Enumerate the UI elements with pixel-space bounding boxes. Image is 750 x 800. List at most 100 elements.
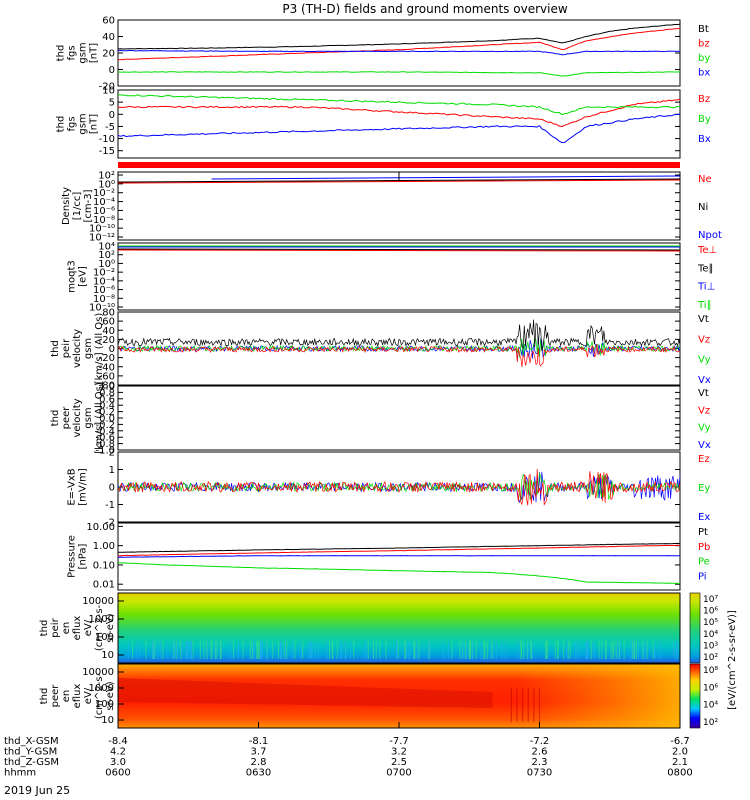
y-tick-label: -40	[99, 362, 115, 373]
legend-item: Ne	[698, 174, 712, 185]
y-tick-label: 10000	[82, 596, 114, 607]
x-axis-value: 0730	[527, 768, 552, 779]
y-tick-label: 10⁻⁸	[93, 215, 115, 226]
y-tick-label: -20	[99, 353, 115, 364]
legend-Pb: Pb	[698, 542, 710, 553]
y-tick-label: 0.4	[99, 401, 115, 412]
electron-colorbar	[689, 663, 701, 729]
separator-band	[118, 162, 680, 168]
y-axis-label: velocity	[72, 398, 83, 437]
y-tick-label: 0.10	[93, 560, 115, 571]
x-axis-value: 2.5	[391, 757, 407, 768]
legend-Pi: Pi	[698, 571, 707, 582]
y-axis-label: [km/s] (All Qs)	[94, 313, 105, 385]
legend-item: Ez	[698, 454, 710, 465]
legend-item: Ni	[698, 202, 708, 213]
x-axis-value: 0600	[105, 768, 130, 779]
y-axis-label: eV/	[83, 619, 94, 636]
legend-item: Vx	[698, 440, 711, 451]
y-axis-label: sr-eV)	[105, 613, 116, 642]
y-tick-label: 40	[102, 32, 115, 43]
legend-item: Ex	[698, 512, 710, 523]
y-tick-label: 0	[109, 110, 115, 121]
panel-efield: E=-VxB [mV/m] 2 1 0 -1 -2 Ez Ey Ex	[67, 448, 711, 529]
series-line-By	[117, 94, 681, 116]
legend-item: Vz	[698, 405, 710, 416]
x-axis-value: -7.7	[389, 736, 409, 747]
y-axis-label: [mV/m]	[78, 468, 89, 506]
legend-item: Vy	[698, 355, 711, 366]
y-tick-label: 40	[102, 326, 115, 337]
efield-trace-red	[117, 468, 681, 506]
series-line-Bx	[117, 113, 681, 144]
colorbar-tick-label: 10⁴	[703, 630, 718, 640]
panel-ispec: thd peir en eflux eV/(cm^2-s-sr-eV) 10000 1000…	[39, 592, 718, 664]
legend-item: Npot	[698, 230, 722, 241]
y-tick-label: 10⁻²	[93, 268, 115, 279]
y-tick-label: 10	[101, 715, 114, 726]
y-tick-label: 5	[109, 98, 115, 109]
panel-frame	[117, 242, 681, 311]
colorbar-tick-label: 10³	[703, 641, 718, 651]
y-tick-label: 10⁰	[98, 259, 115, 270]
y-tick-label: 10.00	[86, 522, 115, 533]
y-tick-label: -0.4	[95, 426, 115, 437]
x-axis-value: -6.7	[670, 736, 690, 747]
legend-item: Vt	[698, 314, 709, 325]
y-axis-label: [nT]	[89, 114, 100, 134]
x-axis-value: 2.8	[251, 757, 267, 768]
legend-item: Vz	[698, 334, 710, 345]
legend-by: by	[698, 53, 710, 64]
legend-item: Te⊥	[697, 245, 717, 256]
legend-Bz: Bz	[698, 94, 710, 105]
y-axis-label: thd	[50, 410, 61, 427]
y-tick-label: 80	[102, 308, 115, 319]
y-tick-label: 10⁻¹²	[89, 233, 115, 244]
y-axis-label: eflux	[72, 684, 83, 709]
y-tick-label: -0.2	[95, 420, 115, 431]
y-axis-label: thd	[56, 45, 67, 62]
figure-title: P3 (TH-D) fields and ground moments over…	[282, 2, 567, 16]
y-axis-label: peer	[61, 406, 72, 430]
y-tick-label: 1000	[89, 683, 114, 694]
x-axis-row-label: thd_Z-GSM	[4, 757, 59, 768]
spectrogram-shade	[516, 664, 680, 728]
y-tick-label: 100	[95, 632, 114, 643]
series-line-Pi	[117, 555, 680, 558]
panel-ivel: thd peir velocity gsm [km/s] (All Qs)8060402…	[50, 308, 711, 392]
y-axis-label: [nPa]	[78, 543, 89, 569]
y-axis-label: peer	[50, 684, 61, 708]
legend-item: Ti⊥	[697, 282, 715, 293]
y-axis-label: Pressure	[67, 535, 78, 578]
x-axis-annotation: thd_X-GSM -8.4 -8.1 -7.7 -7.2 -6.7 thd_Y-GSM 4.…	[4, 610, 738, 778]
y-axis-label: gsm	[83, 338, 94, 359]
y-axis-label: en	[61, 690, 72, 703]
y-tick-label: 2	[109, 448, 115, 459]
ion-colorbar	[689, 592, 701, 664]
y-axis-label: thd	[39, 620, 50, 637]
spectrogram-fill	[118, 593, 680, 663]
y-tick-label: 10⁻⁶	[93, 285, 115, 296]
panel-frame	[117, 19, 681, 87]
y-axis-label: peir	[61, 338, 72, 358]
efield-trace-green	[117, 472, 681, 502]
y-axis-label: thd	[56, 116, 67, 133]
legend-item: Ti∥	[697, 300, 712, 311]
y-axis-label: [km/s] (All Qs)	[94, 382, 105, 454]
density-trace-red	[117, 179, 681, 184]
date-label: 2019 Jun 25	[4, 784, 70, 797]
y-axis-label: thd	[39, 688, 50, 705]
y-axis-label: sr-eV)	[105, 681, 116, 710]
y-tick-label: -15	[99, 146, 115, 157]
series-line-Pe	[117, 562, 681, 584]
x-axis-value: -7.2	[530, 736, 550, 747]
velocity-trace-red	[117, 343, 681, 368]
y-tick-label: -20	[99, 82, 115, 93]
legend-item: Vx	[698, 375, 711, 386]
y-tick-label: -1.0	[95, 446, 115, 457]
y-tick-label: 20	[102, 49, 115, 60]
x-axis-value: 3.7	[251, 747, 267, 758]
series-line-bx	[117, 49, 681, 56]
